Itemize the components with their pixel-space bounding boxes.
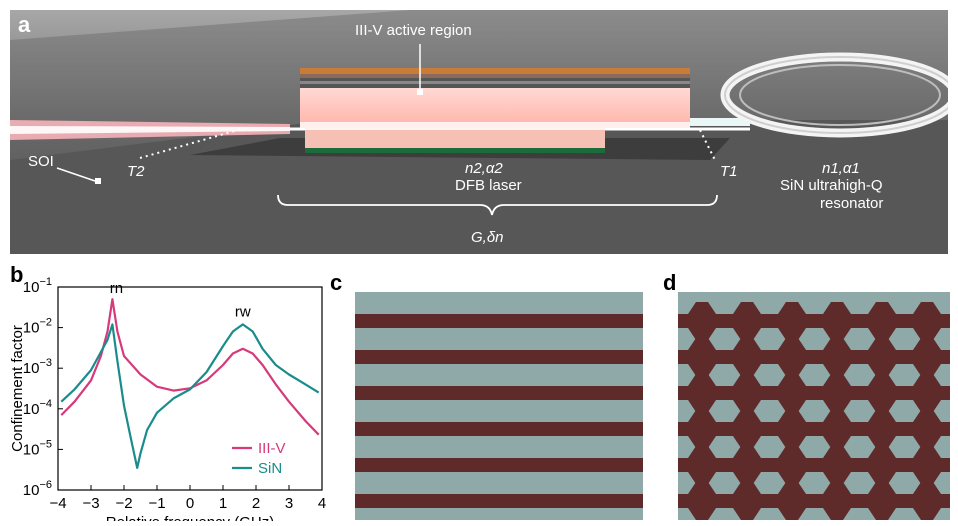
x-tick-label: 2 — [252, 495, 260, 512]
x-tick-label: −3 — [82, 495, 99, 512]
corrugated-grating-panel: d — [655, 262, 958, 521]
dfb-laser-label: DFB laser — [455, 177, 522, 194]
x-tick-label: 3 — [285, 495, 293, 512]
resonator-label-line1: SiN ultrahigh-Q — [780, 177, 883, 194]
corrugated-stripe — [678, 302, 958, 340]
n2-alpha2-label: n2,α2 — [465, 160, 503, 177]
peak-label-rn: rn — [110, 280, 123, 297]
uniform-grating-illustration — [355, 292, 643, 520]
grating-background — [355, 292, 643, 520]
x-tick-label: 0 — [186, 495, 194, 512]
peak-label-rw: rw — [235, 303, 251, 320]
x-tick-label: −4 — [49, 495, 66, 512]
y-tick-label: 10−6 — [23, 479, 52, 499]
resonator-label-line2: resonator — [820, 195, 884, 212]
device-illustration — [10, 10, 958, 254]
t2-label: T2 — [127, 163, 145, 180]
corrugated-stripe — [678, 374, 958, 412]
uniform-grating-panel: c — [330, 262, 650, 521]
active-region-stack — [300, 68, 690, 74]
panel-a-letter: a — [18, 12, 31, 37]
y-tick-label: 10−5 — [23, 438, 52, 458]
grating-stripe — [355, 458, 643, 472]
x-tick-label: 1 — [219, 495, 227, 512]
corrugated-stripe — [678, 446, 958, 484]
confinement-factor-chart-panel: b −4 −3 −2 −1 0 1 2 3 4 10−6 10−5 10−4 10−3 10−2 10−1 R… — [0, 262, 340, 526]
corrugated-stripe — [678, 482, 958, 520]
n1-alpha1-label: n1,α1 — [822, 160, 860, 177]
x-tick-label: 4 — [318, 495, 326, 512]
legend-label: III-V — [258, 440, 286, 457]
y-tick-label: 10−2 — [23, 317, 52, 337]
gain-index-label: G,δn — [471, 229, 504, 246]
panel-d-letter: d — [663, 270, 677, 295]
grating-stripe — [355, 350, 643, 364]
y-axis-label: Confinement factor — [9, 325, 26, 452]
grating-background — [678, 292, 950, 520]
x-tick-label: −1 — [148, 495, 165, 512]
device-illustration-panel: a III-V active region SOI T2 T1 n2,α2 DF… — [10, 10, 958, 254]
soi-pointer — [56, 167, 99, 183]
x-tick-label: −2 — [115, 495, 132, 512]
corrugated-stripe — [678, 338, 958, 376]
clip-mask — [950, 262, 958, 521]
panel-b-letter: b — [10, 262, 24, 287]
x-axis-label: Relative frequency (GHz) — [106, 514, 274, 521]
legend-label: SiN — [258, 460, 282, 477]
laser-bracket — [277, 194, 718, 216]
y-tick-label: 10−3 — [23, 357, 52, 377]
t1-label: T1 — [720, 163, 738, 180]
y-tick-label: 10−1 — [23, 276, 52, 296]
corrugated-stripe — [678, 410, 958, 448]
active-region-label: III-V active region — [355, 22, 472, 39]
grating-stripe — [355, 422, 643, 436]
grating-stripe — [355, 314, 643, 328]
t2-marker-line — [139, 127, 246, 159]
series-line-sin — [60, 323, 320, 469]
grating-stripe — [355, 494, 643, 508]
grating-stripe — [355, 386, 643, 400]
y-tick-label: 10−4 — [23, 398, 52, 418]
confinement-factor-chart: −4 −3 −2 −1 0 1 2 3 4 10−6 10−5 10−4 10−3 10−2 10−1 Rel… — [9, 276, 326, 526]
sin-coupler — [690, 118, 750, 126]
corrugated-grating-illustration — [678, 262, 958, 521]
soi-label: SOI — [28, 153, 54, 170]
panel-c-letter: c — [330, 270, 343, 295]
